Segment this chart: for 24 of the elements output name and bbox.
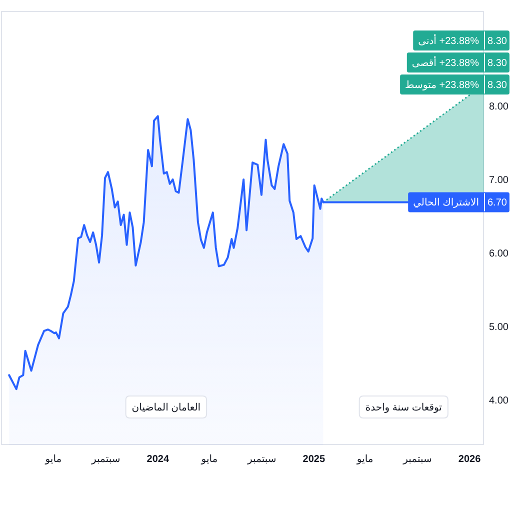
text: 8.30: [487, 36, 507, 47]
x-tick-label: مايو: [356, 454, 374, 465]
y-tick-label: 4.00: [489, 396, 509, 407]
x-tick-label: 2025: [302, 454, 326, 465]
y-tick-label: 5.00: [489, 322, 509, 334]
x-tick-label: مايو: [44, 454, 62, 465]
x-tick-label: سبتمبر: [90, 454, 120, 465]
y-tick-label: 8.00: [489, 101, 509, 112]
text: 8.30: [487, 58, 507, 69]
x-tick-label: مايو: [200, 454, 218, 465]
data-label: 8.30: [487, 80, 508, 91]
annotation: أدنى +23.88%: [418, 34, 480, 47]
annotation: متوسط +23.88%: [405, 80, 480, 91]
annotation: العامان الماضيان: [132, 402, 201, 414]
annotation: أقصى +23.88%: [412, 56, 480, 69]
x-tick-label: سبتمبر: [246, 454, 276, 465]
x-tick-label: سبتمبر: [402, 454, 432, 465]
x-tick-label: 2026: [458, 454, 482, 465]
annotation: توقعات سنة واحدة: [365, 402, 442, 414]
y-tick-label: 7.00: [489, 174, 509, 186]
data-label: 6.70: [487, 198, 508, 209]
y-tick-label: 6.00: [489, 248, 509, 260]
annotation: الاشتراك الحالي: [413, 198, 479, 209]
x-tick-label: 2024: [146, 454, 170, 465]
